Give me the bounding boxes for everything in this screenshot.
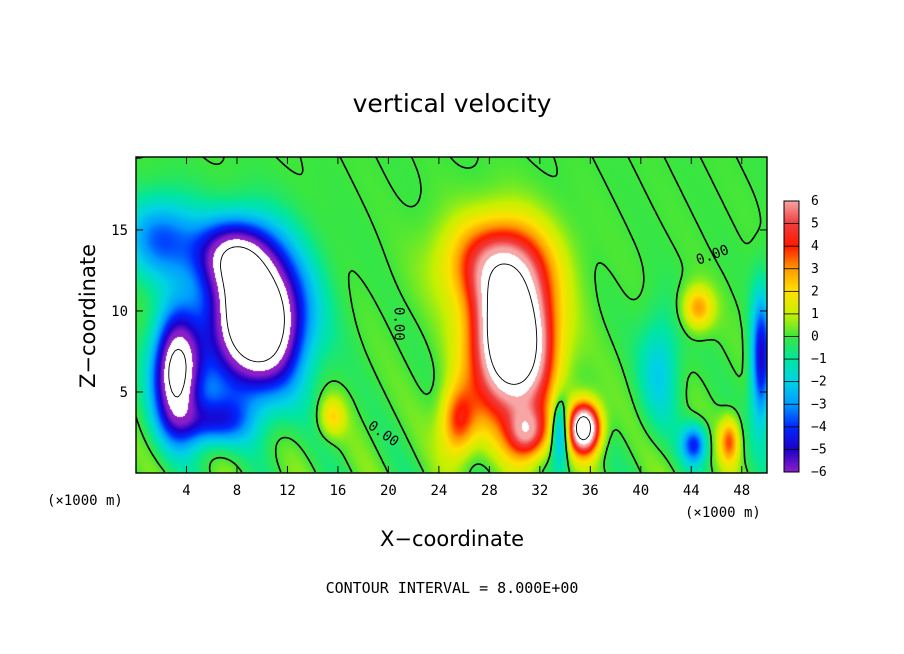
colorbar: 6 5 4 3 2 1 0 −1 −2 −3 −4 −5 −6 bbox=[783, 194, 827, 480]
x-tick-label: 36 bbox=[582, 483, 599, 499]
x-tick-label: 4 bbox=[182, 483, 190, 499]
x-tick-label: 44 bbox=[683, 483, 700, 499]
y-tick-label: 10 bbox=[111, 304, 128, 320]
x-tick-label: 8 bbox=[233, 483, 241, 499]
y-axis-title: Z−coordinate bbox=[76, 244, 100, 388]
velocity-field-image bbox=[136, 157, 767, 473]
contour-line bbox=[486, 263, 591, 441]
colorbar-label: −5 bbox=[811, 442, 827, 457]
x-axis-unit-left: (×1000 m) bbox=[47, 493, 123, 509]
colorbar-label: −3 bbox=[811, 397, 827, 412]
colorbar-label: 1 bbox=[811, 307, 819, 322]
colorbar-label: 4 bbox=[811, 239, 819, 254]
y-tick-label: 5 bbox=[120, 385, 128, 401]
x-tick-label: 32 bbox=[531, 483, 548, 499]
x-tick-label: 40 bbox=[632, 483, 649, 499]
colorbar-label: 5 bbox=[811, 217, 819, 232]
colorbar-label: 3 bbox=[811, 262, 819, 277]
x-tick-label: 48 bbox=[733, 483, 750, 499]
contour-interval-note: CONTOUR INTERVAL = 8.000E+00 bbox=[326, 579, 579, 597]
colorbar-label: −1 bbox=[811, 352, 827, 367]
contour-label: 0.00 bbox=[391, 307, 407, 341]
plot-frame bbox=[135, 156, 768, 474]
heatmap-field bbox=[136, 157, 767, 473]
x-tick-label: 16 bbox=[329, 483, 346, 499]
colorbar-ticks: 6 5 4 3 2 1 0 −1 −2 −3 −4 −5 −6 bbox=[784, 194, 827, 480]
colorbar-label: −6 bbox=[811, 465, 827, 480]
x-axis-ticks: 4 8 12 16 20 24 28 32 36 40 44 48 bbox=[182, 157, 750, 499]
colorbar-label: 2 bbox=[811, 284, 819, 299]
y-tick-label: 15 bbox=[111, 223, 128, 239]
colorbar-label: 0 bbox=[811, 330, 819, 345]
contour-line bbox=[136, 157, 762, 473]
chart-title: vertical velocity bbox=[353, 89, 552, 118]
x-axis-title: X−coordinate bbox=[380, 527, 524, 551]
contour-lines bbox=[136, 157, 762, 473]
contour-line bbox=[168, 246, 285, 398]
x-tick-label: 20 bbox=[380, 483, 397, 499]
x-axis-unit-right: (×1000 m) bbox=[685, 505, 761, 521]
colorbar-label: 6 bbox=[811, 194, 819, 209]
y-axis-ticks: 5 10 15 bbox=[111, 223, 767, 401]
colorbar-label: −2 bbox=[811, 375, 827, 390]
x-tick-label: 24 bbox=[430, 483, 447, 499]
x-tick-label: 28 bbox=[481, 483, 498, 499]
colorbar-label: −4 bbox=[811, 420, 827, 435]
x-tick-label: 12 bbox=[279, 483, 296, 499]
